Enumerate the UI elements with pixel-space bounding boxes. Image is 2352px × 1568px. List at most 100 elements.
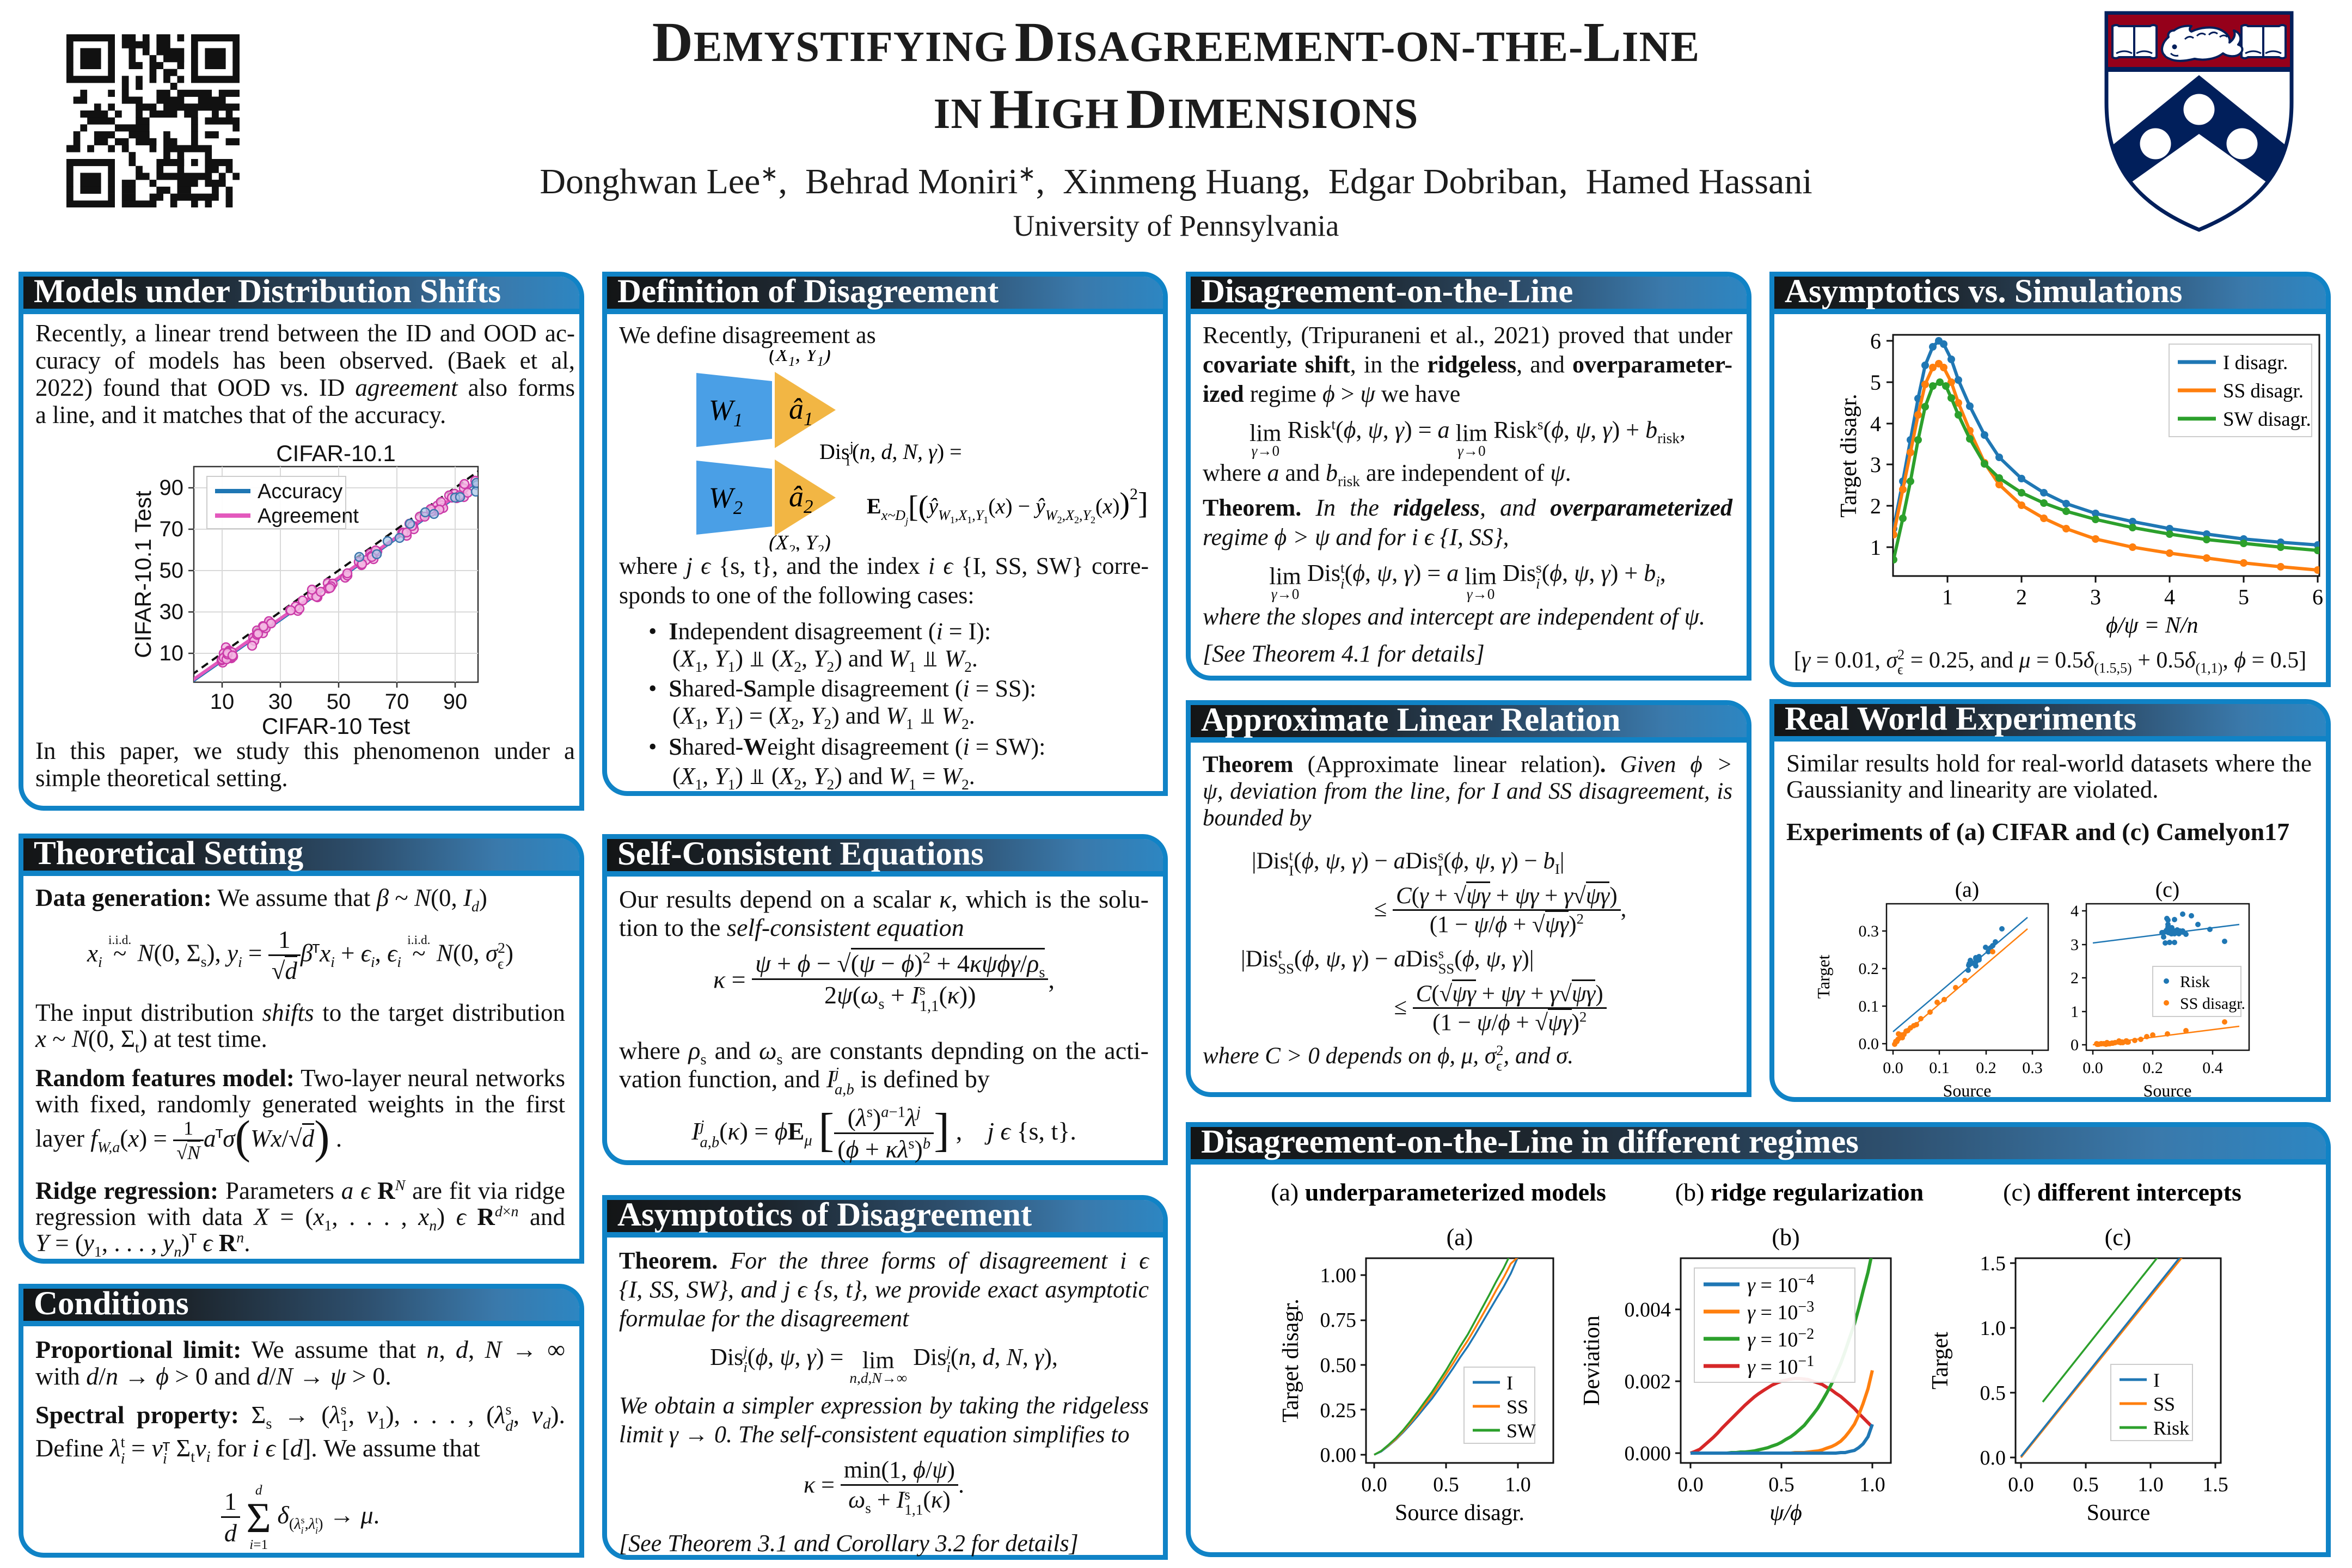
svg-text:90: 90 <box>443 690 468 714</box>
svg-text:(a) underparameterized models: (a) underparameterized models <box>1271 1178 1606 1206</box>
svg-text:0.00: 0.00 <box>1320 1444 1357 1467</box>
svg-text:70: 70 <box>160 517 184 541</box>
svg-text:I: I <box>2153 1369 2160 1391</box>
svg-text:0.004: 0.004 <box>1625 1298 1671 1321</box>
svg-text:6: 6 <box>2312 585 2323 609</box>
svg-text:ψ/ϕ: ψ/ϕ <box>1769 1500 1802 1526</box>
svg-text:0.25: 0.25 <box>1320 1399 1357 1422</box>
svg-text:5: 5 <box>1870 370 1881 395</box>
svg-text:(a): (a) <box>1955 877 1979 902</box>
svg-text:2: 2 <box>2016 585 2027 609</box>
svg-text:Target disagr.: Target disagr. <box>1836 394 1861 517</box>
svg-text:6: 6 <box>1870 329 1881 353</box>
svg-text:Source: Source <box>1943 1081 1992 1100</box>
svg-text:ϕ/ψ = N/n: ϕ/ψ = N/n <box>2106 613 2198 638</box>
svg-text:4: 4 <box>2071 902 2079 920</box>
svg-text:Source disagr.: Source disagr. <box>1395 1500 1524 1526</box>
svg-text:30: 30 <box>160 600 184 624</box>
svg-text:5: 5 <box>2238 585 2249 609</box>
svg-text:0.50: 0.50 <box>1320 1354 1357 1377</box>
svg-text:0.0: 0.0 <box>1361 1473 1387 1496</box>
svg-text:(b): (b) <box>1772 1224 1799 1251</box>
svg-text:(X2, Y2): (X2, Y2) <box>769 531 831 552</box>
svg-text:CIFAR-10.1 Test: CIFAR-10.1 Test <box>130 491 156 658</box>
svg-text:0.0: 0.0 <box>2082 1059 2103 1077</box>
svg-text:γ = 10−4: γ = 10−4 <box>1747 1271 1814 1297</box>
svg-text:2: 2 <box>2071 969 2079 987</box>
svg-text:SS: SS <box>2153 1393 2175 1415</box>
svg-text:(b) ridge regularization: (b) ridge regularization <box>1675 1178 1924 1206</box>
svg-text:Deviation: Deviation <box>1579 1315 1604 1406</box>
svg-text:1.5: 1.5 <box>2202 1473 2228 1496</box>
svg-text:3: 3 <box>2071 936 2079 954</box>
svg-text:0.0: 0.0 <box>1980 1447 2006 1469</box>
svg-text:SW: SW <box>1506 1420 1536 1442</box>
svg-text:Risk: Risk <box>2153 1417 2189 1439</box>
svg-text:â2: â2 <box>789 480 813 517</box>
svg-text:4: 4 <box>2164 585 2175 609</box>
svg-text:(c): (c) <box>2155 877 2179 902</box>
svg-text:0.2: 0.2 <box>1859 960 1879 978</box>
svg-text:0.3: 0.3 <box>2022 1059 2043 1077</box>
svg-text:0.5: 0.5 <box>1768 1473 1794 1496</box>
svg-text:3: 3 <box>1870 452 1881 477</box>
svg-text:10: 10 <box>210 690 235 714</box>
svg-text:Accuracy: Accuracy <box>258 480 342 503</box>
svg-text:3: 3 <box>2090 585 2101 609</box>
svg-text:1.5: 1.5 <box>1980 1252 2006 1275</box>
svg-text:Agreement: Agreement <box>258 505 359 528</box>
svg-text:SS disagr.: SS disagr. <box>2180 995 2245 1013</box>
svg-text:0.1: 0.1 <box>1859 997 1879 1015</box>
svg-text:30: 30 <box>268 690 293 714</box>
svg-text:Source: Source <box>2087 1500 2151 1526</box>
svg-text:(a): (a) <box>1447 1224 1473 1251</box>
svg-text:1.0: 1.0 <box>2137 1473 2164 1496</box>
svg-text:2: 2 <box>1870 494 1881 518</box>
svg-text:0.3: 0.3 <box>1859 922 1879 940</box>
svg-text:1.00: 1.00 <box>1320 1264 1357 1287</box>
svg-text:W2: W2 <box>709 481 743 518</box>
svg-text:Source: Source <box>2143 1081 2192 1100</box>
svg-text:Risk: Risk <box>2180 973 2210 991</box>
svg-text:SS: SS <box>1506 1396 1528 1418</box>
svg-text:10: 10 <box>160 641 184 665</box>
svg-text:0.1: 0.1 <box>1929 1059 1950 1077</box>
svg-text:0.5: 0.5 <box>2073 1473 2099 1496</box>
svg-text:0.0: 0.0 <box>1859 1035 1879 1053</box>
svg-text:CIFAR-10.1: CIFAR-10.1 <box>276 440 395 466</box>
svg-text:Target: Target <box>1928 1332 1953 1389</box>
svg-text:I: I <box>1506 1372 1513 1394</box>
svg-text:(c) different intercepts: (c) different intercepts <box>2003 1178 2241 1206</box>
svg-text:0.5: 0.5 <box>1433 1473 1459 1496</box>
svg-text:1: 1 <box>1942 585 1953 609</box>
svg-text:0.000: 0.000 <box>1625 1442 1671 1465</box>
svg-text:CIFAR-10 Test: CIFAR-10 Test <box>262 713 411 737</box>
svg-text:0: 0 <box>2071 1036 2079 1054</box>
svg-text:0.0: 0.0 <box>2008 1473 2034 1496</box>
svg-text:70: 70 <box>385 690 409 714</box>
svg-text:Target disagr.: Target disagr. <box>1278 1298 1303 1422</box>
svg-text:0.4: 0.4 <box>2202 1059 2223 1077</box>
svg-text:Target: Target <box>1814 955 1833 999</box>
svg-text:0.0: 0.0 <box>1883 1059 1903 1077</box>
svg-text:0.2: 0.2 <box>1976 1059 1996 1077</box>
svg-text:(c): (c) <box>2105 1224 2132 1251</box>
svg-text:(X1, Y1): (X1, Y1) <box>769 350 831 369</box>
svg-text:Ex~Dj[(ŷW1,X1,Y1(x) − ŷW2,X2,Y: Ex~Dj[(ŷW1,X1,Y1(x) − ŷW2,X2,Y2(x))2] <box>867 485 1148 526</box>
svg-text:90: 90 <box>160 476 184 500</box>
svg-text:0.75: 0.75 <box>1320 1309 1357 1332</box>
svg-text:0.5: 0.5 <box>1980 1382 2006 1405</box>
svg-text:1: 1 <box>1870 535 1881 560</box>
svg-text:0.002: 0.002 <box>1625 1370 1671 1393</box>
svg-text:1.0: 1.0 <box>1859 1473 1885 1496</box>
svg-text:0.2: 0.2 <box>2142 1059 2163 1077</box>
svg-text:50: 50 <box>160 559 184 583</box>
svg-text:SW disagr.: SW disagr. <box>2223 408 2311 431</box>
svg-text:1: 1 <box>2071 1003 2079 1021</box>
svg-text:4: 4 <box>1870 412 1881 436</box>
svg-text:1.0: 1.0 <box>1980 1317 2006 1340</box>
svg-text:SS disagr.: SS disagr. <box>2223 380 2304 402</box>
svg-text:50: 50 <box>327 690 351 714</box>
svg-text:0.0: 0.0 <box>1677 1473 1704 1496</box>
